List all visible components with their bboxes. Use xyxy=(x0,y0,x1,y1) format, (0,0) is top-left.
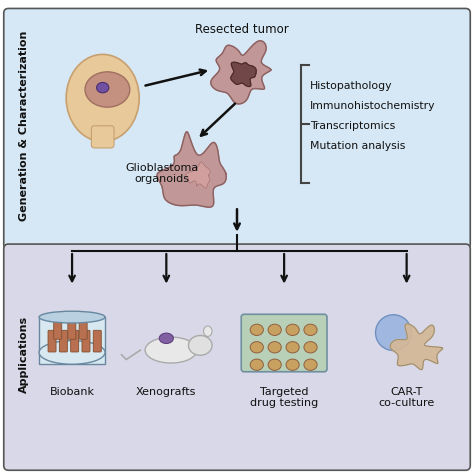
Ellipse shape xyxy=(189,336,212,356)
Ellipse shape xyxy=(268,324,281,336)
FancyBboxPatch shape xyxy=(59,330,67,352)
Text: Transcriptomics: Transcriptomics xyxy=(310,121,395,131)
Polygon shape xyxy=(39,317,105,364)
Text: Resected tumor: Resected tumor xyxy=(195,23,289,36)
Ellipse shape xyxy=(304,324,317,336)
FancyBboxPatch shape xyxy=(4,9,470,249)
FancyBboxPatch shape xyxy=(93,330,101,352)
FancyBboxPatch shape xyxy=(4,244,470,470)
FancyBboxPatch shape xyxy=(79,318,87,339)
Polygon shape xyxy=(157,132,226,207)
FancyBboxPatch shape xyxy=(54,318,62,339)
Ellipse shape xyxy=(250,359,264,370)
FancyBboxPatch shape xyxy=(68,318,76,339)
Text: Histopathology: Histopathology xyxy=(310,81,392,91)
Ellipse shape xyxy=(304,342,317,353)
Ellipse shape xyxy=(66,55,139,142)
FancyBboxPatch shape xyxy=(91,126,114,148)
Text: Biobank: Biobank xyxy=(50,387,95,397)
Circle shape xyxy=(375,315,411,351)
Ellipse shape xyxy=(304,359,317,370)
Ellipse shape xyxy=(39,311,105,323)
Polygon shape xyxy=(390,324,443,370)
Ellipse shape xyxy=(85,72,130,107)
FancyBboxPatch shape xyxy=(71,330,79,352)
Ellipse shape xyxy=(203,326,212,337)
Text: Immunohistochemistry: Immunohistochemistry xyxy=(310,101,436,111)
Polygon shape xyxy=(211,41,271,104)
Text: Targeted
drug testing: Targeted drug testing xyxy=(250,387,318,409)
Text: Mutation analysis: Mutation analysis xyxy=(310,141,405,151)
Text: Xenografts: Xenografts xyxy=(136,387,197,397)
FancyBboxPatch shape xyxy=(82,330,90,352)
Ellipse shape xyxy=(286,342,299,353)
Ellipse shape xyxy=(268,342,281,353)
Text: Glioblastoma
organoids: Glioblastoma organoids xyxy=(125,163,198,184)
Polygon shape xyxy=(231,62,256,87)
Ellipse shape xyxy=(286,324,299,336)
Ellipse shape xyxy=(159,333,173,344)
Text: CAR-T
co-culture: CAR-T co-culture xyxy=(379,387,435,409)
Ellipse shape xyxy=(250,342,264,353)
Ellipse shape xyxy=(286,359,299,370)
Text: Applications: Applications xyxy=(19,316,29,393)
Ellipse shape xyxy=(145,337,197,363)
Ellipse shape xyxy=(39,341,105,364)
Ellipse shape xyxy=(250,324,264,336)
FancyBboxPatch shape xyxy=(241,314,327,372)
FancyBboxPatch shape xyxy=(48,330,56,352)
Polygon shape xyxy=(186,162,210,188)
Ellipse shape xyxy=(268,359,281,370)
Ellipse shape xyxy=(97,82,109,93)
Text: Generation & Characterization: Generation & Characterization xyxy=(19,31,29,221)
